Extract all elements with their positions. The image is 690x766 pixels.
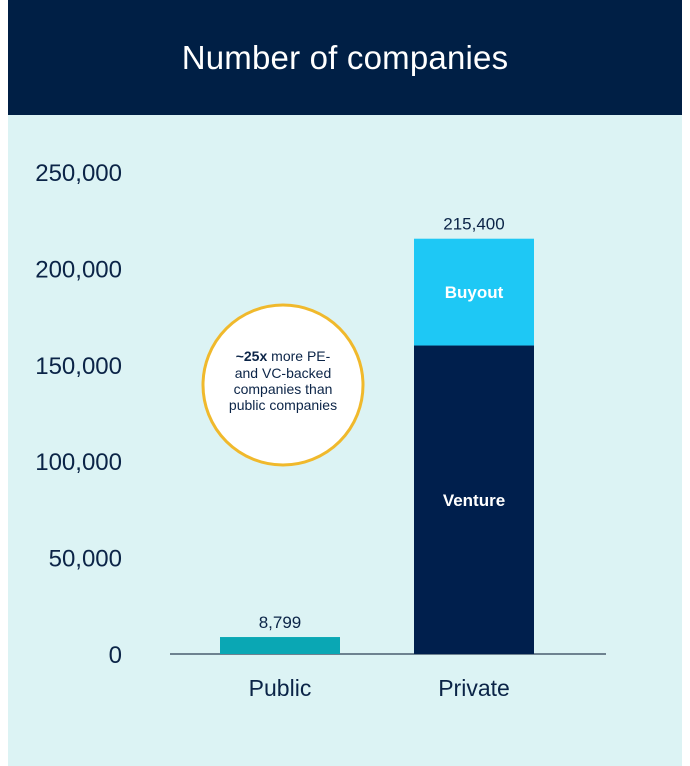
callout-bold-text: ~25x: [236, 348, 268, 364]
callout-text-rest: more PE-: [267, 348, 330, 364]
segment-label: Venture: [443, 491, 505, 510]
chart-header: Number of companies: [8, 0, 682, 115]
y-tick-label: 100,000: [35, 449, 122, 476]
segment-label: Buyout: [445, 283, 504, 302]
x-category-label: Private: [438, 675, 510, 701]
bar-total-label: 8,799: [259, 613, 302, 632]
bar-total-label: 215,400: [443, 215, 504, 234]
chart-title: Number of companies: [181, 38, 509, 76]
callout-text-line: ~25x more PE-: [236, 348, 331, 364]
y-tick-label: 200,000: [35, 256, 122, 283]
callout-text-line: companies than: [234, 381, 333, 397]
bar-public-segment: [220, 637, 340, 654]
bar-private-segment: [414, 238, 534, 346]
y-tick-label: 50,000: [49, 546, 122, 573]
callout-circle: [201, 303, 365, 467]
y-tick-label: 250,000: [35, 160, 122, 187]
bar-private-segment: [414, 345, 534, 654]
y-tick-label: 0: [109, 642, 122, 669]
y-tick-label: 150,000: [35, 353, 122, 380]
callout-text-line: and VC-backed: [235, 365, 332, 381]
chart-frame: Number of companies: [8, 0, 682, 766]
x-category-label: Public: [249, 675, 312, 701]
callout-text-line: public companies: [229, 397, 337, 413]
